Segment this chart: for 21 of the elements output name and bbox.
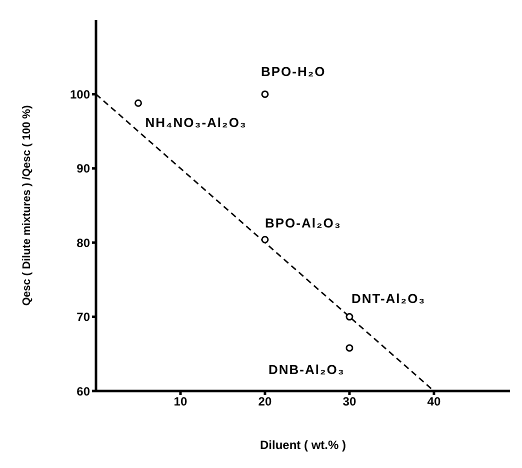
annotation: NH₄NO₃-Al₂O₃ <box>145 115 247 130</box>
annotation: BPO-Al₂O₃ <box>264 216 342 231</box>
x-tick-label: 10 <box>174 394 188 409</box>
y-tick-label: 80 <box>76 236 90 250</box>
annotation: BPO-H₂O <box>260 64 326 80</box>
point <box>134 99 142 107</box>
y-axis-title: Qesc ( Dilute mixtures ) /Qesc ( 100 %) <box>20 104 33 306</box>
x-axis-title: Diluent ( wt.% ) <box>260 438 346 452</box>
point <box>261 90 269 98</box>
y-tick-label: 100 <box>70 87 90 102</box>
y-tick-label: 90 <box>76 162 90 176</box>
x-tick-label: 40 <box>427 394 441 409</box>
point <box>261 236 269 244</box>
annotation: DNB-Al₂O₃ <box>268 362 345 377</box>
point <box>346 313 354 321</box>
y-tick-label: 70 <box>76 310 90 324</box>
y-tick-label: 60 <box>76 384 90 398</box>
point <box>346 344 354 352</box>
x-tick-label: 20 <box>258 394 272 409</box>
annotation: DNT-Al₂O₃ <box>351 290 426 306</box>
x-tick-label: 30 <box>342 394 356 409</box>
